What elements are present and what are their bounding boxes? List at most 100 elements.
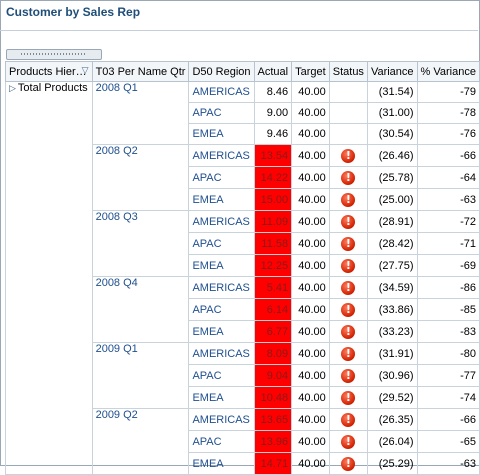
target-cell: 40.00 [291, 298, 330, 321]
actual-cell: 8.09 [253, 342, 293, 365]
alert-icon [341, 368, 356, 383]
region-cell[interactable]: AMERICAS [188, 342, 255, 365]
target-cell: 40.00 [291, 320, 330, 343]
alert-icon [341, 148, 356, 163]
column-header-variance[interactable]: Variance [366, 61, 418, 82]
target-cell: 40.00 [291, 364, 330, 387]
variance-cell: (27.75) [366, 254, 418, 277]
pct-variance-cell: -78 [416, 102, 480, 124]
region-cell[interactable]: EMEA [188, 254, 255, 277]
status-cell [328, 166, 368, 189]
status-cell [328, 81, 368, 103]
actual-cell: 12.25 [253, 254, 293, 277]
variance-cell: (25.78) [366, 166, 418, 189]
region-cell[interactable]: EMEA [188, 320, 255, 343]
column-header-quarter[interactable]: T03 Per Name Qtr [91, 61, 190, 82]
alert-icon [341, 390, 356, 405]
quarter-cell[interactable]: 2008 Q4 [91, 276, 190, 343]
region-cell[interactable]: AMERICAS [188, 144, 255, 167]
pct-variance-cell: -83 [416, 320, 480, 343]
alert-icon [341, 214, 356, 229]
variance-cell: (31.54) [366, 81, 418, 103]
alert-icon [341, 324, 356, 339]
actual-cell: 15.00 [253, 188, 293, 211]
column-header-status[interactable]: Status [328, 61, 368, 82]
variance-cell: (31.00) [366, 102, 418, 124]
quarter-cell[interactable]: 2008 Q2 [91, 144, 190, 211]
actual-cell: 11.58 [253, 232, 293, 255]
quarter-cell[interactable]: 2009 Q1 [91, 342, 190, 409]
pivot-table: Products Hier… ▽ T03 Per Name Qtr D50 Re… [5, 61, 480, 475]
sort-dropdown-icon[interactable]: ▽ [81, 65, 89, 75]
region-cell[interactable]: AMERICAS [188, 408, 255, 431]
target-cell: 40.00 [291, 232, 330, 255]
column-header-region[interactable]: D50 Region [188, 61, 255, 82]
status-cell [328, 320, 368, 343]
region-cell[interactable]: APAC [188, 166, 255, 189]
target-cell: 40.00 [291, 342, 330, 365]
status-cell [328, 276, 368, 299]
alert-icon [341, 434, 356, 449]
alert-icon [341, 236, 356, 251]
pct-variance-cell: -86 [416, 276, 480, 299]
column-header-products[interactable]: Products Hier… ▽ [5, 61, 93, 82]
column-drag-handle[interactable] [6, 49, 102, 60]
actual-cell: 9.46 [253, 123, 293, 145]
actual-cell: 11.09 [253, 210, 293, 233]
region-cell[interactable]: AMERICAS [188, 276, 255, 299]
variance-cell: (34.59) [366, 276, 418, 299]
variance-cell: (25.00) [366, 188, 418, 211]
region-cell[interactable]: EMEA [188, 123, 255, 145]
target-cell: 40.00 [291, 123, 330, 145]
pct-variance-cell: -63 [416, 452, 480, 475]
actual-cell: 9.04 [253, 364, 293, 387]
region-cell[interactable]: APAC [188, 364, 255, 387]
variance-cell: (30.54) [366, 123, 418, 145]
table-row: ▷ Total Products 2008 Q1 AMERICAS 8.46 40.00(… [5, 81, 480, 475]
region-cell[interactable]: AMERICAS [188, 210, 255, 233]
pct-variance-cell: -79 [416, 81, 480, 103]
column-header-pct-variance[interactable]: % Variance [416, 61, 480, 82]
column-header-label: Products Hier… [9, 65, 87, 78]
title-divider [0, 30, 478, 31]
quarter-cell[interactable]: 2008 Q1 [91, 81, 190, 145]
region-cell[interactable]: EMEA [188, 386, 255, 409]
variance-cell: (26.46) [366, 144, 418, 167]
region-cell[interactable]: EMEA [188, 188, 255, 211]
pct-variance-cell: -63 [416, 188, 480, 211]
expand-triangle-icon[interactable]: ▷ [9, 83, 16, 93]
target-cell: 40.00 [291, 254, 330, 277]
alert-icon [341, 412, 356, 427]
pct-variance-cell: -74 [416, 386, 480, 409]
actual-cell: 13.54 [253, 144, 293, 167]
column-header-target[interactable]: Target [291, 61, 330, 82]
alert-icon [341, 302, 356, 317]
pct-variance-cell: -72 [416, 210, 480, 233]
region-cell[interactable]: APAC [188, 430, 255, 453]
column-header-actual[interactable]: Actual [253, 61, 293, 82]
report-title: Customer by Sales Rep [6, 5, 141, 19]
target-cell: 40.00 [291, 188, 330, 211]
pct-variance-cell: -69 [416, 254, 480, 277]
region-cell[interactable]: AMERICAS [188, 81, 255, 103]
alert-icon [341, 346, 356, 361]
region-cell[interactable]: EMEA [188, 452, 255, 475]
region-cell[interactable]: APAC [188, 298, 255, 321]
product-cell[interactable]: ▷ Total Products [5, 81, 93, 475]
region-cell[interactable]: APAC [188, 102, 255, 124]
variance-cell: (28.42) [366, 232, 418, 255]
alert-icon [341, 456, 356, 471]
quarter-cell[interactable]: 2008 Q3 [91, 210, 190, 277]
table-row: APAC 9.00 40.00 (31.00) -78 [6, 102, 480, 124]
region-cell[interactable]: APAC [188, 232, 255, 255]
actual-cell: 9.00 [253, 102, 293, 124]
status-cell [328, 144, 368, 167]
variance-cell: (28.91) [366, 210, 418, 233]
quarter-cell[interactable]: 2009 Q2 [91, 408, 190, 475]
